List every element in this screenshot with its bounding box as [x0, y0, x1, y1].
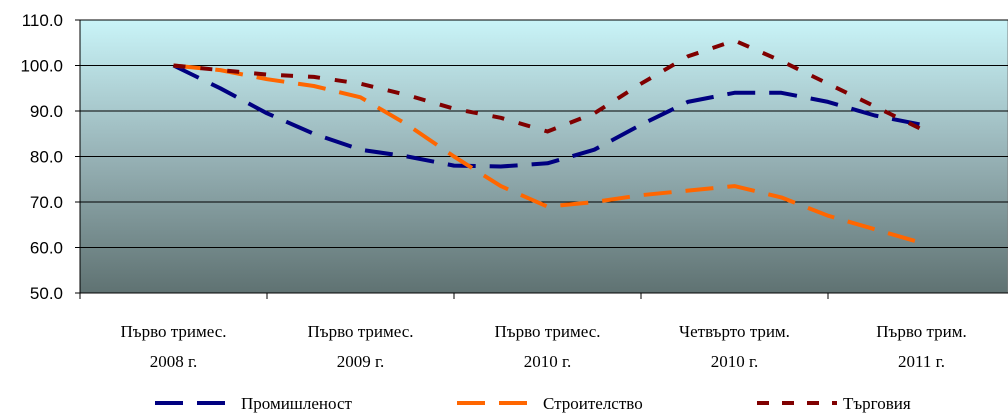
x-tick-label-line: 2010 г. [524, 352, 572, 371]
x-tick-label-line: 2011 г. [898, 352, 945, 371]
x-tick-label: Първо тримес. 2009 г. [308, 322, 414, 371]
x-tick-label-line: Първо тримес. [308, 322, 414, 341]
legend-label: Промишленост [241, 394, 352, 413]
series-lines [172, 38, 923, 245]
y-tick-label: 70.0 [30, 193, 63, 212]
y-tick-label: 110.0 [22, 11, 63, 30]
legend-label: Търговия [843, 394, 911, 413]
x-tick-label: Първо трим. 2011 г. [876, 322, 966, 371]
legend-item: Търговия [757, 394, 911, 413]
legend-item: Строителство [457, 394, 643, 413]
y-tick-label: 90.0 [30, 102, 63, 121]
series-line-0 [172, 63, 922, 169]
y-tick-label: 80.0 [30, 148, 63, 167]
x-tick-label-line: Първо тримес. [495, 322, 601, 341]
x-tick-label: Първо тримес. 2008 г. [121, 322, 227, 371]
x-tick-label: Четвърто трим. 2010 г. [679, 322, 790, 371]
x-tick-label-line: 2010 г. [711, 352, 759, 371]
y-tick-label: 100.0 [20, 57, 63, 76]
x-tick-label-line: 2009 г. [337, 352, 385, 371]
gridlines [80, 19, 1008, 248]
x-tick-label: Първо тримес. 2010 г. [495, 322, 601, 371]
series-line-1 [173, 63, 923, 245]
y-tick-label: 50.0 [30, 284, 63, 303]
x-tick-label-line: Първо трим. [876, 322, 966, 341]
legend: Промишленост Строителство Търговия [155, 394, 911, 413]
x-axis: Първо тримес. 2008 г. Първо тримес. 2009 г.… [79, 292, 1008, 371]
y-axis: 50.0 60.0 70.0 80.0 90.0 100.0 110.0 [20, 11, 81, 303]
x-tick-label-line: Четвърто трим. [679, 322, 790, 341]
legend-label: Строителство [543, 394, 643, 413]
series-line-2 [173, 38, 923, 134]
y-tick-label: 60.0 [30, 239, 63, 258]
x-tick-label-line: Първо тримес. [121, 322, 227, 341]
x-tick-label-line: 2008 г. [150, 352, 198, 371]
legend-item: Промишленост [155, 394, 352, 413]
